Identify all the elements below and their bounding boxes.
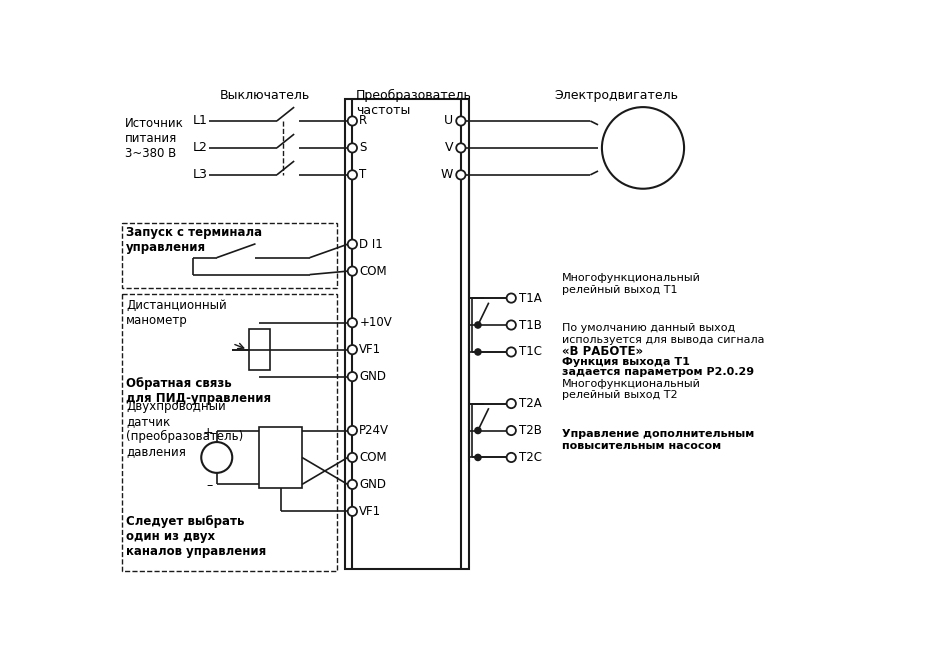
Text: T2A: T2A: [518, 397, 541, 410]
Text: L1: L1: [193, 114, 208, 128]
Text: U: U: [443, 114, 452, 128]
Text: VF1: VF1: [359, 505, 381, 518]
Text: T1B: T1B: [518, 319, 541, 331]
Bar: [122, 222, 337, 288]
Circle shape: [456, 170, 465, 180]
Text: Многофункциональный
релейный выход T2: Многофункциональный релейный выход T2: [561, 379, 700, 401]
Circle shape: [348, 240, 357, 248]
Bar: [259, 427, 301, 488]
Circle shape: [506, 293, 515, 303]
Text: Двухпроводный
датчик
(преобразователь)
давления: Двухпроводный датчик (преобразователь) д…: [126, 399, 243, 458]
Text: Функция выхода T1: Функция выхода T1: [561, 357, 689, 367]
Text: COM: COM: [359, 265, 387, 278]
Text: Обратная связь
для ПИД-управления: Обратная связь для ПИД-управления: [126, 377, 271, 405]
Circle shape: [506, 453, 515, 462]
Text: S: S: [359, 142, 366, 154]
Text: «В РАБОТЕ»: «В РАБОТЕ»: [561, 345, 642, 358]
Text: VF1: VF1: [359, 343, 381, 356]
Circle shape: [506, 399, 515, 408]
Text: Преобразователь
частоты: Преобразователь частоты: [356, 90, 472, 118]
Bar: [248, 329, 270, 371]
Circle shape: [348, 144, 357, 152]
Text: T1A: T1A: [518, 291, 541, 305]
Circle shape: [348, 318, 357, 327]
Text: Управление дополнительным
повысительным насосом: Управление дополнительным повысительным …: [561, 429, 753, 451]
Text: P24V: P24V: [359, 424, 389, 437]
Text: +10V: +10V: [359, 316, 392, 329]
Text: GND: GND: [359, 370, 386, 383]
Text: GND: GND: [359, 478, 386, 491]
Text: Дистанционный
манометр: Дистанционный манометр: [126, 299, 226, 327]
Text: T2C: T2C: [518, 451, 541, 464]
Circle shape: [348, 372, 357, 381]
Circle shape: [348, 453, 357, 462]
Circle shape: [475, 428, 480, 434]
Text: D I1: D I1: [359, 238, 383, 250]
Circle shape: [348, 116, 357, 126]
Text: L2: L2: [193, 142, 208, 154]
Text: Запуск с терминала
управления: Запуск с терминала управления: [126, 226, 262, 254]
Text: –: –: [207, 480, 212, 492]
Circle shape: [475, 454, 480, 460]
Circle shape: [348, 267, 357, 276]
Text: По умолчанию данный выход
используется для вывода сигнала: По умолчанию данный выход используется д…: [561, 323, 763, 345]
Circle shape: [506, 347, 515, 357]
Circle shape: [348, 170, 357, 180]
Text: V: V: [444, 142, 452, 154]
Circle shape: [201, 442, 232, 473]
Text: W: W: [440, 168, 452, 182]
Circle shape: [348, 480, 357, 489]
Circle shape: [348, 426, 357, 435]
Text: Источник
питания
3~380 В: Источник питания 3~380 В: [125, 117, 184, 160]
Text: T2B: T2B: [518, 424, 541, 437]
Text: L3: L3: [193, 168, 208, 182]
Text: COM: COM: [359, 451, 387, 464]
Circle shape: [506, 321, 515, 329]
Circle shape: [475, 322, 480, 328]
Circle shape: [506, 426, 515, 435]
Text: Следует выбрать
один из двух
каналов управления: Следует выбрать один из двух каналов упр…: [126, 515, 266, 558]
Text: R: R: [359, 114, 367, 128]
Circle shape: [456, 116, 465, 126]
Circle shape: [475, 349, 480, 355]
Text: задается параметром P2.0.29: задается параметром P2.0.29: [561, 367, 753, 377]
Bar: [344, 100, 468, 569]
Text: Электродвигатель: Электродвигатель: [553, 90, 677, 102]
Text: T1C: T1C: [518, 345, 541, 359]
Circle shape: [348, 507, 357, 516]
Text: +: +: [202, 426, 212, 439]
Bar: [122, 294, 337, 571]
Circle shape: [348, 345, 357, 354]
Circle shape: [456, 144, 465, 152]
Text: T: T: [359, 168, 366, 182]
Text: Выключатель: Выключатель: [220, 90, 310, 102]
Text: Многофункциональный
релейный выход T1: Многофункциональный релейный выход T1: [561, 273, 700, 295]
